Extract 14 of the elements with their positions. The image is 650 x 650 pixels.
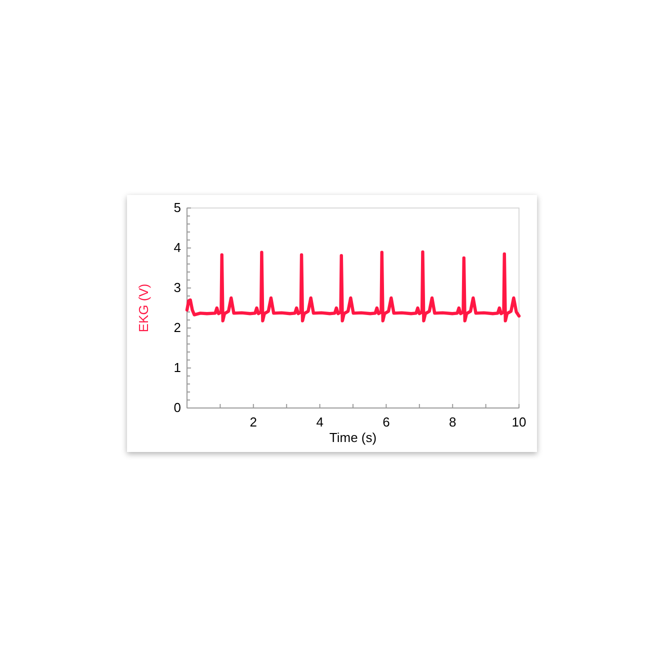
x-tick-label: 6 [382,414,390,430]
x-tick-label: 4 [316,414,324,430]
x-tick-label: 8 [448,414,456,430]
line-series [185,250,521,322]
y-axis-title: EKG (V) [136,284,151,332]
x-tick-label: 2 [250,414,258,430]
y-tick-label: 0 [174,400,181,416]
y-tick-label: 4 [174,240,181,256]
y-tick-label: 2 [174,320,181,336]
y-tick-label: 1 [174,360,181,376]
x-tick-label: 10 [512,414,526,430]
x-axis-title: Time (s) [329,430,377,445]
y-tick-label: 3 [174,280,181,296]
y-tick-label: 5 [174,200,181,216]
